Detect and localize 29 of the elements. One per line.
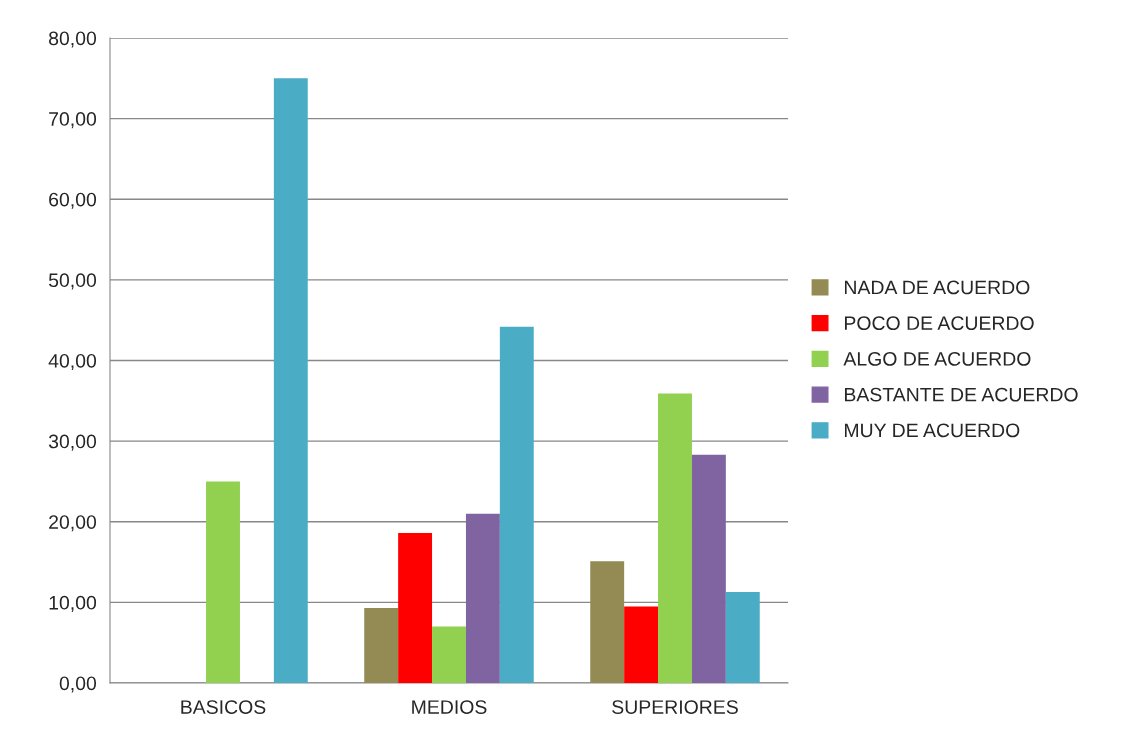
y-tick-label: 70,00: [49, 112, 97, 129]
y-tick-label: 60,00: [49, 192, 97, 209]
y-tick-label: 40,00: [48, 353, 97, 371]
bar: [432, 626, 466, 683]
legend-label: MUY DE ACUERDO: [844, 423, 1020, 438]
bar: [590, 561, 625, 683]
y-tick-label: 20,00: [49, 515, 97, 532]
x-tick-label: BASICOS: [181, 700, 266, 714]
bar: [206, 481, 240, 683]
x-tick-label: MEDIOS: [412, 700, 487, 714]
legend-label: BASTANTE DE ACUERDO: [844, 387, 1078, 402]
bar: [398, 533, 433, 683]
bar: [725, 591, 760, 683]
y-tick-label: 50,00: [48, 273, 97, 290]
y-tick-label: 0,00: [59, 676, 97, 693]
bar: [499, 326, 534, 683]
bar: [273, 78, 308, 683]
legend-label: ALGO DE ACUERDO: [843, 352, 1031, 366]
y-tick-label: 80,00: [49, 31, 97, 48]
bar: [364, 608, 399, 683]
y-tick-label: 30,00: [48, 434, 97, 451]
bar: [691, 454, 726, 683]
y-tick-label: 10,00: [49, 595, 97, 612]
bar: [624, 606, 659, 683]
legend-label: NADA DE ACUERDO: [844, 280, 1030, 295]
bar: [465, 513, 500, 683]
bar: [658, 393, 692, 683]
x-tick-label: SUPERIORES: [612, 700, 738, 714]
legend-label: POCO DE ACUERDO: [844, 316, 1034, 331]
